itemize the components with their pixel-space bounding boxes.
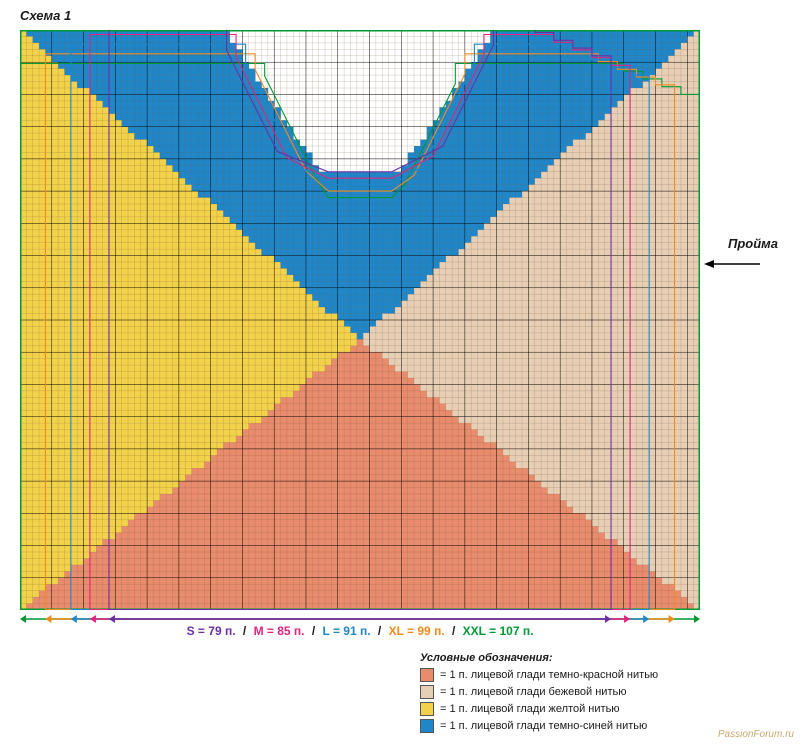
size-label: M = 85 п.	[254, 624, 305, 638]
size-label: XL = 99 п.	[389, 624, 445, 638]
size-line: S = 79 п. / M = 85 п. / L = 91 п. / XL =…	[20, 624, 700, 638]
legend-row: = 1 п. лицевой глади бежевой нитью	[420, 685, 780, 700]
size-separator: /	[309, 624, 319, 638]
scheme-title: Схема 1	[20, 8, 71, 23]
legend-text: = 1 п. лицевой глади темно-красной нитью	[440, 668, 658, 683]
armhole-arrow	[704, 256, 760, 266]
chart-container	[20, 30, 700, 610]
legend: Условные обозначения: = 1 п. лицевой гла…	[420, 652, 780, 735]
watermark: PassionForum.ru	[718, 729, 794, 740]
size-separator: /	[375, 624, 385, 638]
legend-swatch	[420, 668, 434, 682]
legend-swatch	[420, 685, 434, 699]
knitting-chart	[20, 30, 700, 610]
armhole-label: Пройма	[728, 236, 778, 251]
legend-swatch	[420, 719, 434, 733]
legend-row: = 1 п. лицевой глади темно-красной нитью	[420, 668, 780, 683]
legend-text: = 1 п. лицевой глади бежевой нитью	[440, 685, 626, 700]
legend-row: = 1 п. лицевой глади желтой нитью	[420, 702, 780, 717]
legend-swatch	[420, 702, 434, 716]
legend-header: Условные обозначения:	[420, 652, 780, 664]
legend-text: = 1 п. лицевой глади желтой нитью	[440, 702, 620, 717]
legend-text: = 1 п. лицевой глади темно-синей нитью	[440, 719, 647, 734]
size-separator: /	[449, 624, 459, 638]
size-label: L = 91 п.	[323, 624, 371, 638]
size-label: XXL = 107 п.	[463, 624, 534, 638]
size-label: S = 79 п.	[187, 624, 236, 638]
size-separator: /	[240, 624, 250, 638]
size-brackets	[20, 612, 700, 624]
